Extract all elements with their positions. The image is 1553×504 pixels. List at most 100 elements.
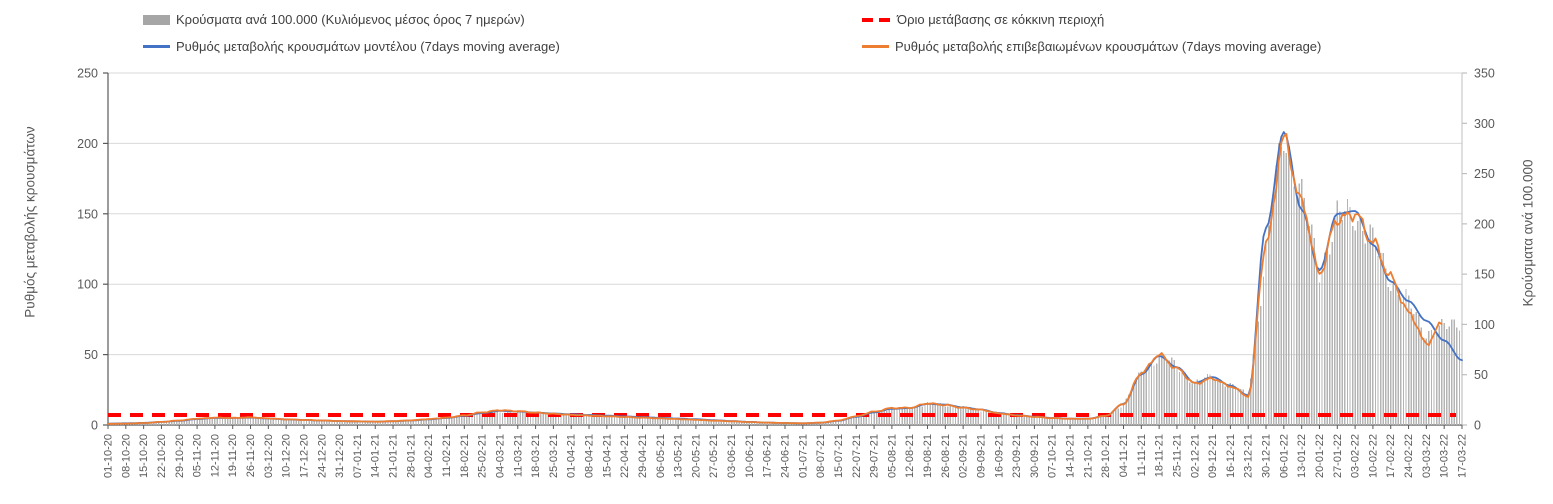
svg-text:21-01-21: 21-01-21	[388, 434, 400, 478]
svg-text:10-06-21: 10-06-21	[744, 434, 756, 478]
svg-text:50: 50	[1474, 368, 1488, 382]
svg-text:29-04-21: 29-04-21	[637, 434, 649, 478]
svg-text:250: 250	[1474, 167, 1495, 181]
svg-text:20-01-22: 20-01-22	[1314, 434, 1326, 478]
svg-text:24-06-21: 24-06-21	[780, 434, 792, 478]
line-swatch-icon	[143, 45, 170, 48]
svg-text:03-03-22: 03-03-22	[1421, 434, 1433, 478]
svg-text:09-09-21: 09-09-21	[975, 434, 987, 478]
bar-swatch-icon	[143, 14, 170, 25]
svg-text:08-04-21: 08-04-21	[584, 434, 596, 478]
svg-text:150: 150	[1474, 268, 1495, 282]
svg-text:12-08-21: 12-08-21	[904, 434, 916, 478]
svg-text:26-11-20: 26-11-20	[245, 434, 257, 477]
svg-text:26-08-21: 26-08-21	[940, 434, 952, 478]
svg-text:50: 50	[84, 348, 98, 362]
svg-text:150: 150	[77, 207, 98, 221]
svg-text:17-12-20: 17-12-20	[298, 434, 310, 478]
svg-text:15-07-21: 15-07-21	[833, 434, 845, 478]
svg-text:14-10-21: 14-10-21	[1065, 434, 1077, 478]
svg-text:01-07-21: 01-07-21	[797, 434, 809, 478]
svg-text:100: 100	[77, 278, 98, 292]
svg-text:16-09-21: 16-09-21	[993, 434, 1005, 478]
svg-text:13-01-22: 13-01-22	[1296, 434, 1308, 478]
svg-text:04-02-21: 04-02-21	[423, 434, 435, 478]
svg-text:18-02-21: 18-02-21	[459, 434, 471, 478]
right-axis-tick-labels: 0 50 100 150 200 250 300 350	[1474, 67, 1495, 433]
svg-text:16-12-21: 16-12-21	[1225, 434, 1237, 478]
svg-text:10-03-22: 10-03-22	[1439, 434, 1451, 478]
line-swatch-icon	[862, 45, 889, 48]
svg-text:07-10-21: 07-10-21	[1047, 434, 1059, 478]
svg-text:29-10-20: 29-10-20	[174, 434, 186, 478]
confirmed-rate-line	[107, 133, 1443, 425]
legend-label-model-rate: Ρυθμός μεταβολής κρουσμάτων μοντέλου (7d…	[176, 39, 560, 54]
svg-text:06-05-21: 06-05-21	[655, 434, 667, 478]
svg-text:350: 350	[1474, 67, 1495, 81]
svg-text:13-05-21: 13-05-21	[673, 434, 685, 478]
legend-label-confirmed-rate: Ρυθμός μεταβολής επιβεβαιωμένων κρουσμάτ…	[895, 39, 1322, 54]
svg-text:10-02-22: 10-02-22	[1367, 434, 1379, 478]
svg-text:20-05-21: 20-05-21	[690, 434, 702, 478]
svg-text:11-03-21: 11-03-21	[512, 434, 524, 477]
svg-text:30-09-21: 30-09-21	[1029, 434, 1041, 478]
svg-text:14-01-21: 14-01-21	[370, 434, 382, 478]
svg-text:200: 200	[77, 137, 98, 151]
svg-text:05-08-21: 05-08-21	[886, 434, 898, 478]
svg-text:03-12-20: 03-12-20	[263, 434, 275, 478]
gridlines	[108, 72, 1462, 356]
svg-text:21-10-21: 21-10-21	[1082, 434, 1094, 478]
svg-text:03-06-21: 03-06-21	[726, 434, 738, 478]
svg-text:15-10-20: 15-10-20	[138, 434, 150, 478]
svg-text:31-12-20: 31-12-20	[334, 434, 346, 478]
dashed-line-swatch-icon	[862, 17, 891, 22]
left-axis-tick-labels: 0 50 100 150 200 250	[77, 67, 98, 433]
svg-text:28-10-21: 28-10-21	[1100, 434, 1112, 478]
svg-text:19-08-21: 19-08-21	[922, 434, 934, 478]
svg-text:18-03-21: 18-03-21	[530, 434, 542, 478]
svg-text:18-11-21: 18-11-21	[1154, 434, 1166, 477]
svg-text:0: 0	[91, 419, 98, 433]
bars-cases-per-100k	[107, 143, 1463, 426]
svg-text:0: 0	[1474, 419, 1481, 433]
svg-text:24-02-22: 24-02-22	[1403, 434, 1415, 478]
svg-text:08-07-21: 08-07-21	[815, 434, 827, 478]
svg-text:23-12-21: 23-12-21	[1243, 434, 1255, 478]
svg-text:09-12-21: 09-12-21	[1207, 434, 1219, 478]
svg-text:29-07-21: 29-07-21	[869, 434, 881, 478]
svg-text:100: 100	[1474, 318, 1495, 332]
legend-label-red-threshold: Όριο μετάβασης σε κόκκινη περιοχή	[897, 12, 1105, 27]
svg-text:17-06-21: 17-06-21	[762, 434, 774, 478]
svg-text:22-04-21: 22-04-21	[619, 434, 631, 478]
svg-text:08-10-20: 08-10-20	[120, 434, 132, 478]
svg-text:05-11-20: 05-11-20	[192, 434, 204, 477]
svg-text:28-01-21: 28-01-21	[405, 434, 417, 478]
svg-text:06-01-22: 06-01-22	[1278, 434, 1290, 478]
svg-text:15-04-21: 15-04-21	[601, 434, 613, 478]
svg-text:07-01-21: 07-01-21	[352, 434, 364, 478]
svg-text:24-12-20: 24-12-20	[316, 434, 328, 478]
svg-text:12-11-20: 12-11-20	[209, 434, 221, 477]
svg-text:27-01-22: 27-01-22	[1332, 434, 1344, 478]
legend-item-model-rate: Ρυθμός μεταβολής κρουσμάτων μοντέλου (7d…	[143, 39, 560, 54]
legend-item-confirmed-rate: Ρυθμός μεταβολής επιβεβαιωμένων κρουσμάτ…	[862, 39, 1321, 54]
svg-text:10-12-20: 10-12-20	[281, 434, 293, 478]
svg-text:250: 250	[77, 67, 98, 81]
svg-text:04-11-21: 04-11-21	[1118, 434, 1130, 477]
svg-text:01-04-21: 01-04-21	[566, 434, 578, 478]
svg-text:11-11-21: 11-11-21	[1136, 434, 1148, 476]
svg-text:25-02-21: 25-02-21	[477, 434, 489, 478]
svg-text:11-02-21: 11-02-21	[441, 434, 453, 477]
legend-item-cases-bars: Κρούσματα ανά 100.000 (Κυλιόμενος μέσος …	[143, 12, 525, 27]
x-axis-tick-labels: 01-10-20 08-10-20 15-10-20 22-10-20 29-10-20…	[103, 434, 1469, 478]
svg-text:22-07-21: 22-07-21	[851, 434, 863, 478]
legend-label-cases-bars: Κρούσματα ανά 100.000 (Κυλιόμενος μέσος …	[176, 12, 525, 27]
svg-text:25-11-21: 25-11-21	[1171, 434, 1183, 477]
svg-text:300: 300	[1474, 117, 1495, 131]
legend-item-red-threshold: Όριο μετάβασης σε κόκκινη περιοχή	[862, 12, 1104, 27]
svg-text:30-12-21: 30-12-21	[1261, 434, 1273, 478]
svg-text:17-03-22: 17-03-22	[1457, 434, 1469, 478]
svg-text:02-09-21: 02-09-21	[958, 434, 970, 478]
